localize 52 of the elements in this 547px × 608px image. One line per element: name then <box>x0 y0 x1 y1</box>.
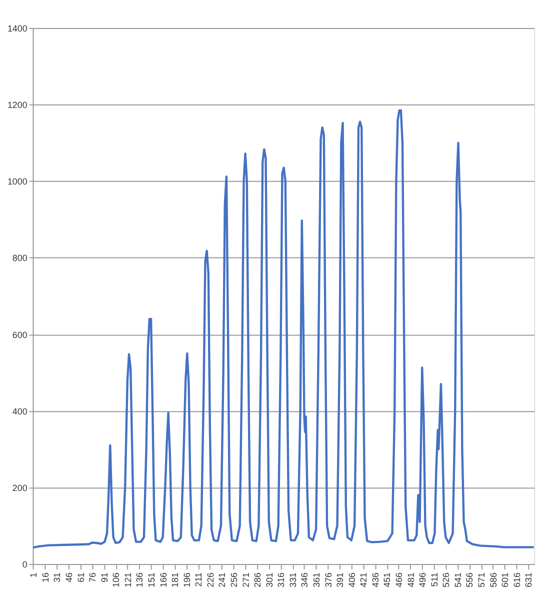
line-series <box>32 109 535 549</box>
x-tick-label: 241 <box>217 572 228 588</box>
x-tick-label: 166 <box>158 572 168 588</box>
x-tick-label: 496 <box>418 572 428 588</box>
x-tick-label: 271 <box>240 572 251 588</box>
y-tick-label: 1400 <box>7 23 28 34</box>
x-tick-label: 451 <box>382 572 392 588</box>
x-tick-label: 556 <box>464 572 475 588</box>
x-tick-label: 541 <box>452 572 463 588</box>
x-tick-label: 481 <box>406 572 416 588</box>
x-tick-label: 436 <box>370 572 380 588</box>
y-tick-label: 200 <box>12 482 28 493</box>
x-tick-label: 571 <box>476 572 487 588</box>
x-tick-label: 376 <box>323 572 334 588</box>
x-tick-label: 91 <box>99 572 110 582</box>
x-tick-label: 511 <box>429 572 440 587</box>
x-tick-label: 46 <box>64 572 74 582</box>
x-tick-label: 286 <box>252 572 263 588</box>
y-tick-label: 0 <box>22 560 28 570</box>
x-tick-label: 136 <box>134 572 145 588</box>
x-tick-label: 601 <box>500 572 510 588</box>
y-tick-label: 800 <box>12 253 28 264</box>
y-tick-label: 400 <box>12 406 28 416</box>
y-tick-label: 1000 <box>7 176 28 187</box>
x-tick-label: 226 <box>205 572 216 588</box>
x-tick-label: 121 <box>122 572 133 588</box>
x-tick-label: 406 <box>346 572 357 588</box>
x-tick-label: 211 <box>194 572 204 587</box>
x-tick-label: 301 <box>264 572 274 588</box>
x-tick-label: 421 <box>358 572 369 588</box>
x-tick-label: 16 <box>40 572 50 582</box>
x-tick-label: 361 <box>312 572 322 588</box>
x-tick-label: 391 <box>335 572 346 588</box>
x-tick-label: 61 <box>76 572 86 582</box>
x-tick-label: 76 <box>88 572 98 582</box>
x-tick-label: 31 <box>52 572 62 582</box>
x-tick-label: 196 <box>182 572 192 588</box>
x-tick-label: 631 <box>524 572 534 588</box>
x-tick-label: 106 <box>111 572 122 588</box>
x-tick-label: 256 <box>229 572 240 588</box>
x-tick-label: 586 <box>488 572 498 588</box>
x-tick-label: 331 <box>288 572 298 588</box>
x-tick-label: 1 <box>28 572 39 578</box>
x-tick-label: 616 <box>512 572 522 588</box>
x-tick-label: 526 <box>441 572 452 588</box>
x-tick-label: 181 <box>170 572 180 588</box>
x-tick-label: 346 <box>300 572 310 588</box>
y-tick-label: 600 <box>12 330 28 340</box>
y-tick-label: 1200 <box>7 100 28 110</box>
x-tick-label: 151 <box>146 572 156 588</box>
x-tick-label: 316 <box>276 572 286 588</box>
x-tick-label: 466 <box>394 572 404 588</box>
